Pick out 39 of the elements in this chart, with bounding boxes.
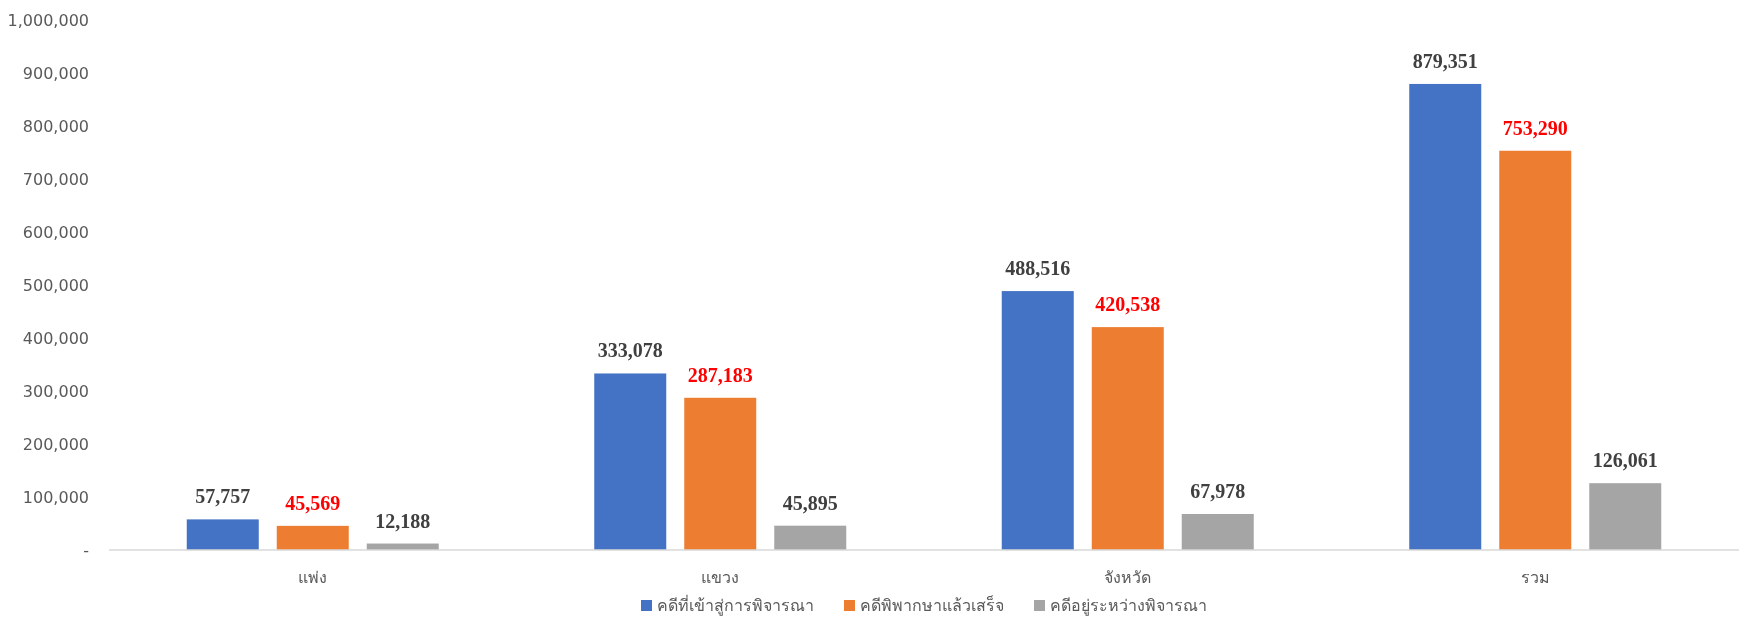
data-label: 45,895 xyxy=(782,491,838,514)
y-tick-label: 700,000 xyxy=(22,170,89,189)
bar xyxy=(1499,150,1572,550)
data-label: 287,183 xyxy=(687,363,753,386)
x-tick-label: รวม xyxy=(1520,568,1550,587)
x-tick-label: จังหวัด xyxy=(1104,568,1152,587)
data-label: 333,078 xyxy=(597,339,663,362)
bar xyxy=(594,373,667,550)
y-tick-label: 200,000 xyxy=(22,435,89,454)
y-tick-label: 1,000,000 xyxy=(7,11,89,30)
bar xyxy=(186,519,259,550)
data-label: 488,516 xyxy=(1005,257,1071,280)
data-label: 45,569 xyxy=(285,491,341,514)
data-label: 420,538 xyxy=(1095,293,1161,316)
data-label: 57,757 xyxy=(195,485,251,508)
x-tick-label: แขวง xyxy=(701,568,740,587)
data-label: 67,978 xyxy=(1190,479,1246,502)
y-tick-label: 300,000 xyxy=(22,382,89,401)
bar xyxy=(276,525,349,550)
bar xyxy=(684,397,757,550)
data-label: 126,061 xyxy=(1592,449,1658,472)
data-label: 879,351 xyxy=(1412,49,1478,72)
bar xyxy=(1091,327,1164,550)
data-label: 753,290 xyxy=(1502,116,1568,139)
y-tick-label: 900,000 xyxy=(22,64,89,83)
legend-label: คดีที่เข้าสู่การพิจารณา xyxy=(657,594,814,616)
bar xyxy=(1409,83,1482,550)
y-tick-label: 500,000 xyxy=(22,276,89,295)
y-tick-label: - xyxy=(83,541,89,560)
y-tick-label: 400,000 xyxy=(22,329,89,348)
y-tick-label: 100,000 xyxy=(22,488,89,507)
bar xyxy=(774,525,847,550)
bar xyxy=(1001,291,1074,550)
bar xyxy=(1589,483,1662,550)
bar xyxy=(1181,513,1254,550)
y-tick-label: 800,000 xyxy=(22,117,89,136)
data-label: 12,188 xyxy=(375,509,431,532)
y-tick-label: 600,000 xyxy=(22,223,89,242)
x-tick-label: แพ่ง xyxy=(298,568,328,587)
